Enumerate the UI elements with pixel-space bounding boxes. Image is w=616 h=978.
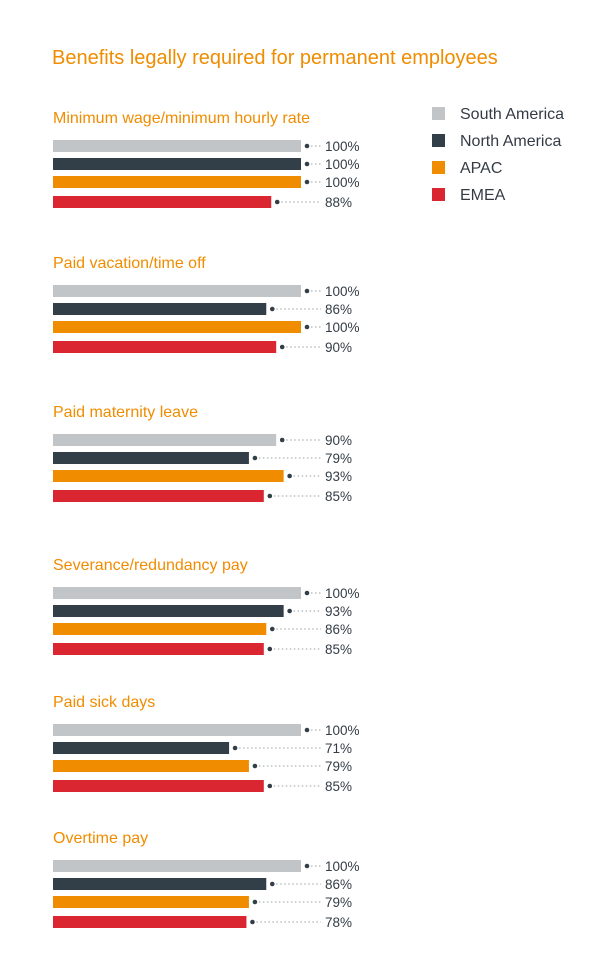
value-label: 93% xyxy=(325,469,352,484)
bar xyxy=(53,470,284,482)
value-label: 79% xyxy=(325,759,352,774)
group-title: Severance/redundancy pay xyxy=(53,557,248,574)
legend-swatch xyxy=(432,161,445,174)
bar-end-dot xyxy=(267,783,273,789)
legend-label: APAC xyxy=(460,160,502,177)
bar xyxy=(53,724,301,736)
legend-label: North America xyxy=(460,133,561,150)
group-title: Minimum wage/minimum hourly rate xyxy=(53,110,310,127)
bar-end-dot xyxy=(252,455,258,461)
bar-end-dot xyxy=(252,899,258,905)
bar xyxy=(53,878,267,890)
chart-title: Benefits legally required for permanent … xyxy=(52,47,498,69)
value-label: 100% xyxy=(325,320,360,335)
bar-end-dot xyxy=(287,473,292,479)
bar xyxy=(53,780,264,792)
value-label: 100% xyxy=(325,139,360,154)
value-label: 79% xyxy=(325,451,352,466)
bar-end-dot xyxy=(232,745,238,751)
value-label: 86% xyxy=(325,877,352,892)
bar-end-dot xyxy=(304,863,310,869)
legend-label: South America xyxy=(460,106,564,123)
legend-swatch xyxy=(432,107,445,120)
group-title: Paid maternity leave xyxy=(53,404,198,421)
bar-end-dot xyxy=(304,179,310,185)
bar xyxy=(53,285,301,297)
value-label: 86% xyxy=(325,302,352,317)
group-title: Paid sick days xyxy=(53,694,155,711)
value-label: 93% xyxy=(325,604,352,619)
bar-end-dot xyxy=(252,763,258,769)
bar-end-dot xyxy=(274,199,280,205)
value-label: 85% xyxy=(325,779,352,794)
value-label: 90% xyxy=(325,433,352,448)
value-label: 78% xyxy=(325,915,352,930)
bar xyxy=(53,643,264,655)
bar-end-dot xyxy=(304,143,310,149)
legend-swatch xyxy=(432,134,445,147)
bar xyxy=(53,860,301,872)
value-label: 88% xyxy=(325,195,352,210)
value-label: 85% xyxy=(325,489,352,504)
bar xyxy=(53,341,277,353)
bar-end-dot xyxy=(269,306,275,312)
bar-end-dot xyxy=(304,727,310,733)
bar xyxy=(53,321,301,333)
bar xyxy=(53,158,301,170)
bar xyxy=(53,303,267,315)
bar xyxy=(53,140,301,152)
bar xyxy=(53,452,249,464)
bar-end-dot xyxy=(267,646,273,652)
value-label: 100% xyxy=(325,175,360,190)
value-label: 100% xyxy=(325,284,360,299)
value-label: 90% xyxy=(325,340,352,355)
value-label: 71% xyxy=(325,741,352,756)
bar-end-dot xyxy=(267,493,273,499)
bar-end-dot xyxy=(269,626,275,632)
legend-swatch xyxy=(432,188,445,201)
value-label: 100% xyxy=(325,157,360,172)
bar xyxy=(53,916,247,928)
bar-end-dot xyxy=(279,437,285,443)
bar xyxy=(53,587,301,599)
value-label: 85% xyxy=(325,642,352,657)
bar-end-dot xyxy=(304,161,310,167)
bar xyxy=(53,176,301,188)
value-label: 100% xyxy=(325,586,360,601)
bar xyxy=(53,434,277,446)
bar xyxy=(53,896,249,908)
bar-end-dot xyxy=(269,881,275,887)
bar-end-dot xyxy=(304,590,310,596)
bar xyxy=(53,605,284,617)
bar xyxy=(53,490,264,502)
bar-end-dot xyxy=(250,919,255,925)
legend-label: EMEA xyxy=(460,187,506,204)
bar xyxy=(53,742,230,754)
bar xyxy=(53,196,272,208)
bar-end-dot xyxy=(304,288,310,294)
bar xyxy=(53,760,249,772)
bar-end-dot xyxy=(287,608,292,614)
bar xyxy=(53,623,267,635)
group-title: Paid vacation/time off xyxy=(53,255,206,272)
value-label: 100% xyxy=(325,723,360,738)
group-title: Overtime pay xyxy=(53,830,148,847)
bar-end-dot xyxy=(304,324,310,330)
value-label: 86% xyxy=(325,622,352,637)
value-label: 79% xyxy=(325,895,352,910)
value-label: 100% xyxy=(325,859,360,874)
bar-end-dot xyxy=(279,344,285,350)
